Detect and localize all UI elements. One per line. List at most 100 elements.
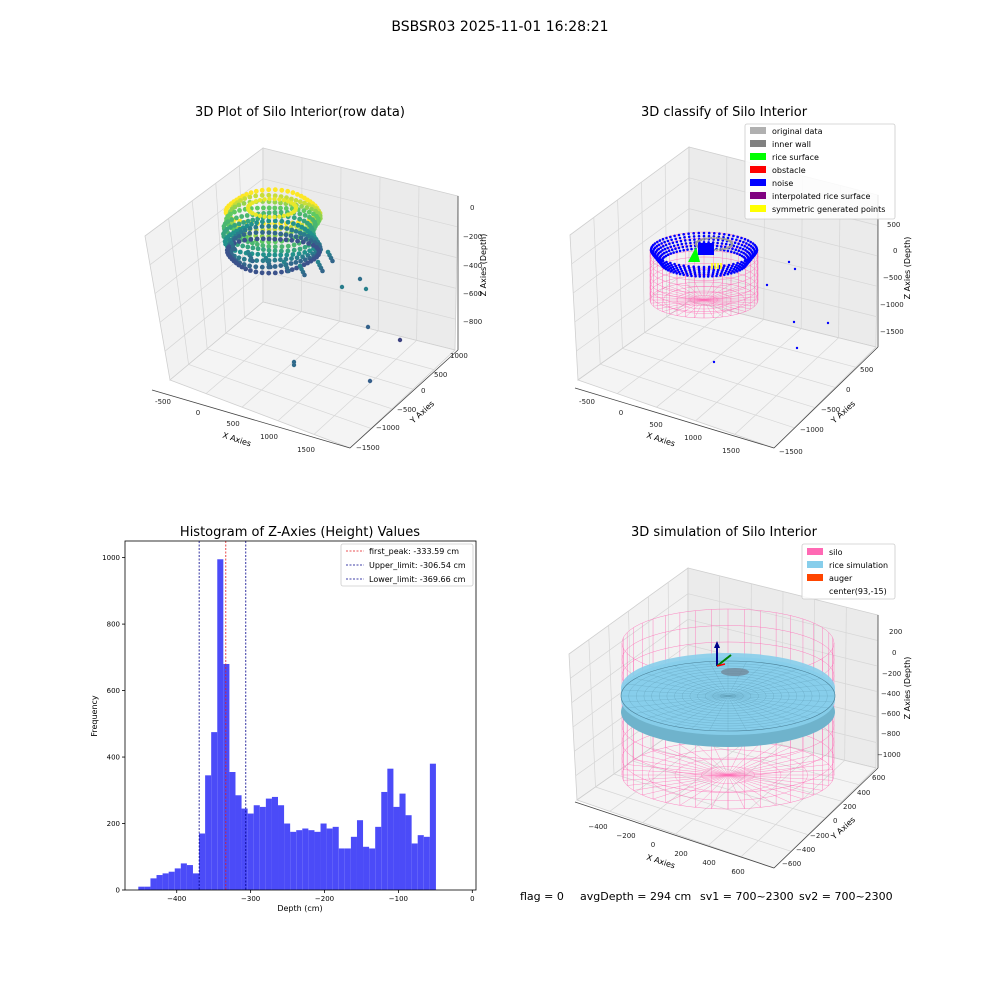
- rice-mesh-spoke: [691, 695, 729, 730]
- noise-point: [702, 241, 706, 244]
- noise-cluster: [698, 243, 714, 255]
- cloud-point: [279, 218, 285, 224]
- noise-point: [688, 238, 692, 242]
- noise-point: [697, 269, 701, 273]
- cloud-point: [266, 205, 272, 211]
- cloud-point: [316, 249, 322, 255]
- auger-arrow-z: [714, 641, 720, 648]
- panel1-z-tick: −600: [463, 290, 482, 298]
- noise-point: [726, 272, 730, 276]
- histogram-bar: [284, 823, 291, 890]
- cloud-point: [297, 230, 303, 236]
- histogram-bar: [211, 732, 218, 890]
- cloud-point: [261, 247, 266, 253]
- symmetric-point: [717, 267, 719, 269]
- cloud-point: [293, 260, 299, 265]
- cloud-point: [289, 267, 295, 272]
- grid-line: [188, 364, 372, 429]
- y-tick-label: 1000: [102, 554, 120, 562]
- cloud-point: [254, 258, 260, 263]
- noise-point: [747, 257, 751, 260]
- noise-point: [657, 247, 660, 251]
- noise-outlier: [826, 321, 830, 325]
- noise-point: [718, 232, 721, 235]
- cloud-point: [262, 197, 267, 202]
- cloud-point: [284, 226, 290, 232]
- rice-mesh-spoke: [622, 695, 729, 703]
- noise-point: [735, 270, 739, 273]
- noise-point: [682, 233, 685, 236]
- rice-mesh-spoke: [622, 689, 729, 697]
- grid-line: [313, 340, 417, 435]
- noise-point: [702, 231, 706, 235]
- panel3-x-ticks: −400 −300 −200 −100 0: [167, 890, 475, 903]
- cloud-point: [294, 255, 300, 261]
- cloud-point: [242, 227, 248, 233]
- panel2-classified-points: [649, 231, 830, 364]
- silo-floor-ring: [676, 290, 732, 310]
- noise-point: [659, 250, 662, 253]
- rice-mesh-spoke: [727, 689, 834, 697]
- panel4-z-tick: −800: [881, 730, 900, 738]
- panel2-y-tick: 0: [846, 386, 850, 394]
- noise-point: [677, 246, 681, 250]
- panel1-y-tick: 500: [434, 371, 447, 379]
- histogram-bar: [399, 793, 406, 890]
- noise-point: [670, 238, 673, 242]
- histogram-bar: [150, 878, 157, 890]
- noise-point: [698, 275, 702, 278]
- cloud-point: [295, 192, 300, 197]
- panel3-x-label: Depth (cm): [277, 904, 322, 913]
- grid-line: [593, 217, 601, 365]
- symmetric-point: [711, 265, 713, 267]
- noise-point: [674, 247, 677, 250]
- symmetric-point: [717, 263, 719, 265]
- noise-point: [672, 271, 675, 274]
- histogram-bar: [338, 848, 345, 890]
- grid-line: [641, 182, 645, 333]
- grid-line: [576, 269, 690, 352]
- symmetric-point: [714, 265, 716, 267]
- grid-line: [734, 337, 839, 435]
- cloud-point: [237, 249, 243, 255]
- cloud-point: [244, 213, 250, 218]
- histogram-bar: [199, 833, 206, 890]
- cloud-point: [272, 252, 278, 258]
- noise-point: [664, 254, 668, 258]
- noise-point: [678, 249, 682, 253]
- cloud-point: [289, 211, 294, 216]
- rice-mesh-spoke: [645, 695, 729, 719]
- cloud-point: [266, 210, 272, 216]
- cloud-point: [248, 190, 254, 196]
- y-tick-label: 600: [107, 687, 120, 695]
- cloud-point: [301, 232, 307, 237]
- symmetric-point: [714, 267, 716, 269]
- cloud-point: [257, 198, 263, 203]
- noise-point: [675, 272, 678, 275]
- noise-point: [679, 267, 683, 271]
- noise-point: [672, 267, 676, 271]
- panel1-outlier-points: [291, 276, 403, 384]
- cloud-point: [272, 214, 277, 220]
- noise-point: [739, 246, 742, 250]
- cloud-point: [266, 244, 272, 249]
- noise-point: [740, 267, 744, 271]
- noise-point: [666, 239, 670, 243]
- histogram-bar: [308, 830, 315, 890]
- cloud-point: [291, 221, 296, 227]
- panel4-x-tick: 0: [651, 841, 655, 849]
- cloud-point: [278, 252, 284, 258]
- cloud-point: [259, 224, 265, 229]
- outlier-point: [363, 286, 369, 292]
- cloud-point: [285, 243, 291, 249]
- outlier-point: [367, 378, 373, 384]
- panel4-auger: [714, 641, 749, 676]
- panel4-y-axis-line: [773, 767, 879, 869]
- histogram-bar: [350, 836, 357, 890]
- noise-point: [702, 234, 706, 238]
- histogram-bar: [411, 843, 418, 890]
- histogram-bar: [302, 828, 309, 890]
- histogram-bar: [314, 831, 321, 890]
- panel2-z-tick: −1500: [880, 328, 904, 336]
- panel1-z-label: Z Axies (Depth): [479, 234, 488, 297]
